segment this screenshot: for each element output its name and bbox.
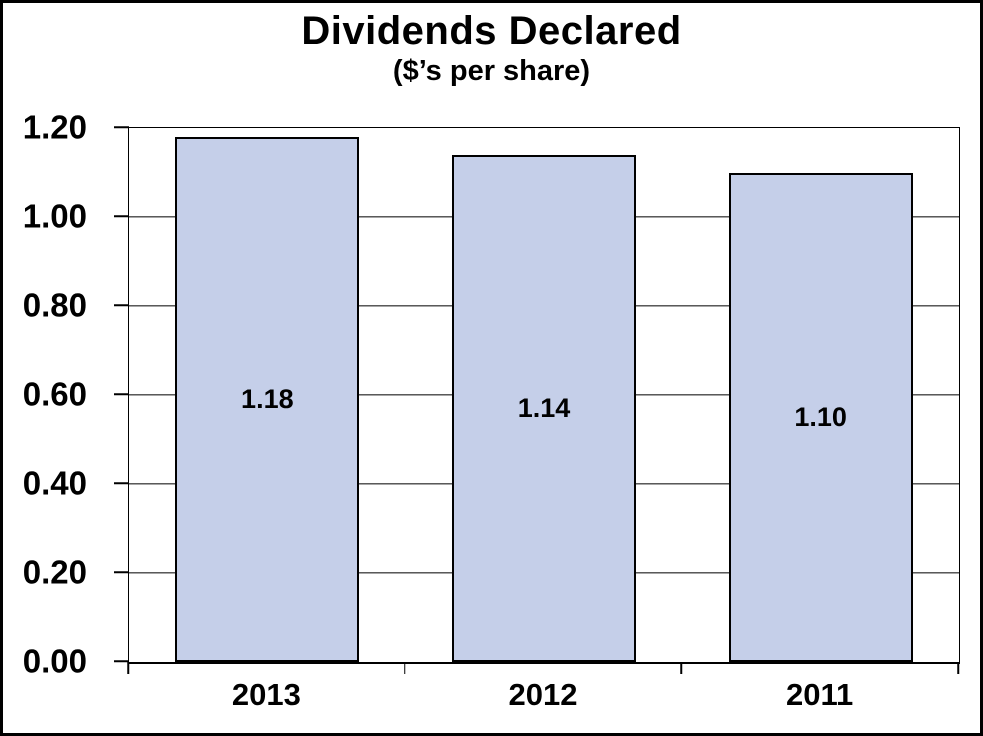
y-axis-tick-label: 1.00	[22, 197, 87, 235]
x-axis-category-label: 2013	[231, 677, 301, 712]
y-axis-tick	[114, 126, 129, 128]
y-axis-tick	[114, 482, 129, 484]
bar-2013: 1.18	[175, 136, 360, 662]
y-axis-tick-label: 0.40	[22, 464, 87, 502]
y-axis-tick-label: 0.60	[22, 375, 87, 413]
y-axis-tick	[114, 571, 129, 573]
y-axis-tick-label: 0.80	[22, 286, 87, 324]
y-axis-tick-label: 0.00	[22, 642, 87, 680]
bar-value-label: 1.14	[517, 392, 571, 423]
chart-title: Dividends Declared	[301, 9, 682, 53]
y-axis-tick-label: 1.20	[22, 108, 87, 146]
plot-area: 1.18 1.14 1.10	[128, 127, 960, 664]
y-axis-tick	[114, 304, 129, 306]
bar-value-label: 1.10	[794, 401, 847, 432]
x-axis-category-label: 2012	[508, 677, 578, 712]
chart-subtitle: ($’s per share)	[392, 55, 591, 87]
bar-value-label: 1.18	[241, 383, 294, 414]
y-axis-tick	[114, 215, 129, 217]
bar-2012: 1.14	[452, 154, 636, 662]
bar-2011: 1.10	[728, 172, 913, 662]
y-axis-tick	[114, 393, 129, 395]
y-axis-tick-label: 0.20	[22, 553, 87, 591]
x-axis-category-label: 2011	[786, 677, 854, 712]
y-axis-tick	[114, 660, 129, 662]
